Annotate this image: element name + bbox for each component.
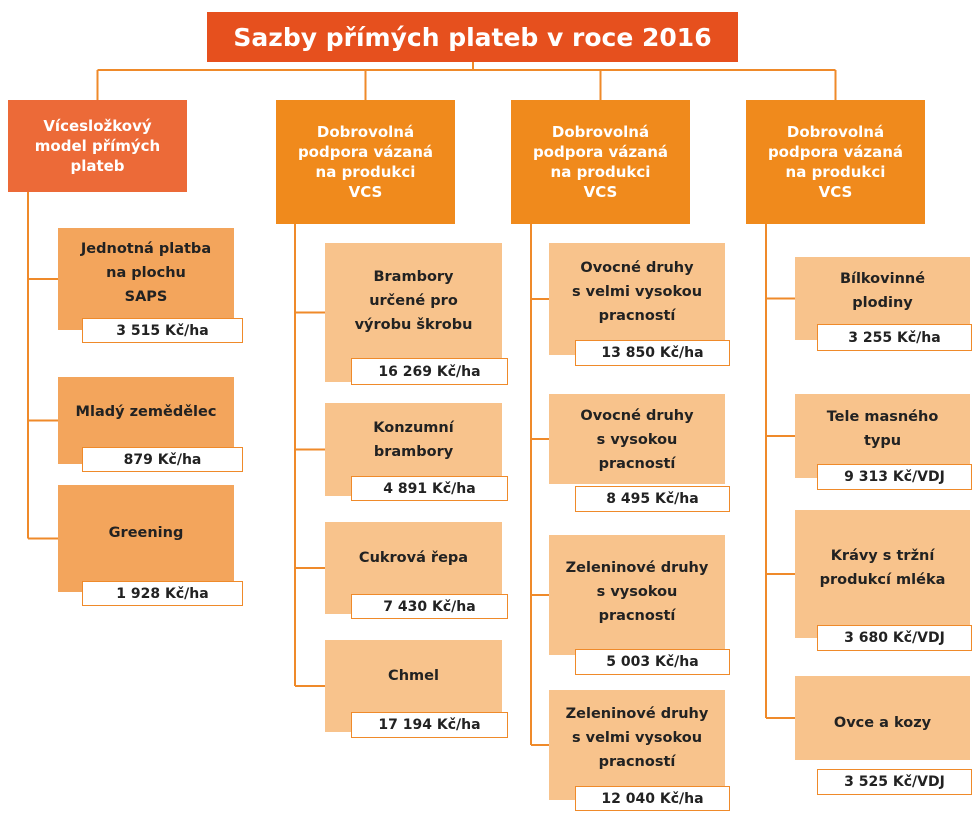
text-line: s vysokou — [596, 584, 678, 600]
text-line: Brambory — [373, 268, 454, 285]
text-line: Jednotná platba — [80, 241, 212, 257]
text-line: určené pro — [369, 292, 458, 309]
text-line: s velmi vysokou — [571, 283, 703, 300]
item-value: 3 680 Kč/VDJ — [817, 625, 972, 651]
text-line: Tele masného — [826, 409, 939, 425]
text-line: Greening — [108, 525, 184, 541]
text-line: Krávy s tržní — [830, 547, 935, 564]
item-box: Zeleninové druhy s velmi vysokou pracností — [549, 690, 725, 800]
item-box: Ovocné druhy s velmi vysokou pracností — [549, 243, 725, 355]
text-line: pracností — [598, 754, 676, 770]
item-value: 16 269 Kč/ha — [351, 358, 508, 385]
item-value: 3 255 Kč/ha — [817, 324, 972, 351]
text-line: SAPS — [124, 289, 168, 305]
item-value: 7 430 Kč/ha — [351, 594, 508, 619]
text-line: Chmel — [388, 668, 439, 684]
text-line: plodiny — [852, 294, 913, 311]
column-header: Dobrovolná podpora vázaná na produkci VCS — [511, 100, 690, 224]
text-line: Ovocné druhy — [580, 259, 694, 276]
text-line: VCS — [583, 183, 618, 201]
text-line: VCS — [818, 183, 853, 201]
text-line: na plochu — [106, 265, 186, 281]
text-line: Mladý zemědělec — [75, 404, 217, 420]
text-line: pracností — [598, 307, 676, 324]
text-line: Ovce a kozy — [833, 714, 932, 731]
item-box: Krávy s tržní produkcí mléka — [795, 510, 970, 638]
item-value: 8 495 Kč/ha — [575, 486, 730, 512]
item-value: 1 928 Kč/ha — [82, 581, 243, 606]
item-value: 3 525 Kč/VDJ — [817, 769, 972, 795]
text-line: Zeleninové druhy — [565, 560, 709, 576]
item-value: 9 313 Kč/VDJ — [817, 464, 972, 490]
column-header: Vícesložkový model přímých plateb — [8, 100, 187, 192]
text-line: typu — [863, 433, 902, 449]
text-line: Dobrovolná — [786, 123, 885, 141]
text-line: pracností — [598, 456, 676, 472]
item-value: 13 850 Kč/ha — [575, 340, 730, 366]
text-line: Dobrovolná — [551, 123, 650, 141]
text-line: podpora vázaná — [532, 143, 669, 161]
item-value: 4 891 Kč/ha — [351, 476, 508, 501]
item-box: Ovce a kozy — [795, 676, 970, 760]
item-value: 12 040 Kč/ha — [575, 786, 730, 811]
item-value: 5 003 Kč/ha — [575, 649, 730, 675]
text-line: plateb — [70, 157, 125, 175]
item-box: Greening — [58, 485, 234, 592]
text-line: podpora vázaná — [767, 143, 904, 161]
item-value: 879 Kč/ha — [82, 447, 243, 472]
text-line: na produkci — [550, 163, 651, 181]
text-line: pracností — [598, 608, 676, 624]
item-box: Jednotná platba na plochu SAPS — [58, 228, 234, 330]
text-line: Vícesložkový — [43, 117, 152, 135]
text-line: VCS — [348, 183, 383, 201]
item-value: 3 515 Kč/ha — [82, 318, 243, 343]
text-line: na produkci — [785, 163, 886, 181]
title: Sazby přímých plateb v roce 2016 — [207, 12, 738, 62]
column-header: Dobrovolná podpora vázaná na produkci VCS — [746, 100, 925, 224]
text-line: Zeleninové druhy — [565, 706, 709, 722]
text-line: na produkci — [315, 163, 416, 181]
item-box: Zeleninové druhy s vysokou pracností — [549, 535, 725, 655]
text-line: Bílkovinné — [839, 270, 926, 287]
column-header: Dobrovolná podpora vázaná na produkci VCS — [276, 100, 455, 224]
text-line: podpora vázaná — [297, 143, 434, 161]
text-line: Dobrovolná — [316, 123, 415, 141]
text-line: model přímých — [34, 137, 161, 155]
item-value: 17 194 Kč/ha — [351, 712, 508, 738]
text-line: brambory — [373, 443, 454, 460]
text-line: produkcí mléka — [819, 571, 946, 588]
text-line: Cukrová řepa — [358, 550, 469, 566]
text-line: Ovocné druhy — [580, 408, 694, 424]
item-box: Ovocné druhy s vysokou pracností — [549, 394, 725, 484]
text-line: s velmi vysokou — [571, 730, 703, 746]
text-line: s vysokou — [596, 432, 678, 448]
text-line: výrobu škrobu — [354, 316, 473, 333]
text-line: Konzumní — [373, 419, 454, 436]
